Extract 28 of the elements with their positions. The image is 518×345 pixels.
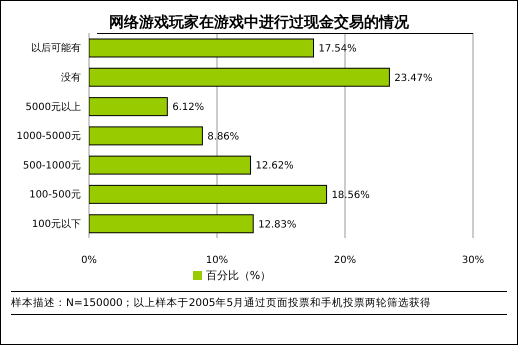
- bar: [89, 38, 314, 58]
- data-label: 8.86%: [207, 131, 240, 142]
- y-tick-label: 100元以下: [32, 218, 81, 230]
- data-label: 17.54%: [318, 44, 357, 55]
- bar: [89, 184, 328, 204]
- y-tick-label: 1000-5000元: [16, 131, 81, 142]
- text: 样本描述：N=150000；以上样本于2005年5月通过页面投票和手机投票两轮筛选获得: [11, 296, 432, 310]
- y-tick-label: 100-500元: [29, 190, 81, 201]
- bar: [89, 97, 168, 116]
- data-label: 12.83%: [258, 219, 296, 230]
- x-tick-label: 10%: [206, 255, 228, 266]
- y-tick-label: 5000元以上: [26, 100, 81, 113]
- data-label: 12.62%: [256, 160, 294, 172]
- bar: [89, 68, 390, 87]
- bar: [89, 156, 252, 175]
- bar: [89, 214, 254, 234]
- chart-title: 网络游戏玩家在游戏中进行过现金交易的情况: [108, 13, 410, 33]
- y-tick-label: 500-1000元: [22, 160, 81, 172]
- y-tick-label: 没有: [61, 71, 81, 84]
- x-tick-label: 30%: [462, 255, 484, 266]
- data-label: 6.12%: [172, 102, 204, 114]
- legend-label: 百分比（%）: [206, 269, 272, 282]
- data-label: 23.47%: [394, 72, 433, 84]
- y-tick-label: 以后可能有: [31, 42, 81, 54]
- x-tick-label: 0%: [81, 255, 97, 266]
- x-tick-label: 20%: [334, 255, 356, 266]
- data-label: 18.56%: [332, 190, 370, 201]
- bar: [89, 126, 203, 146]
